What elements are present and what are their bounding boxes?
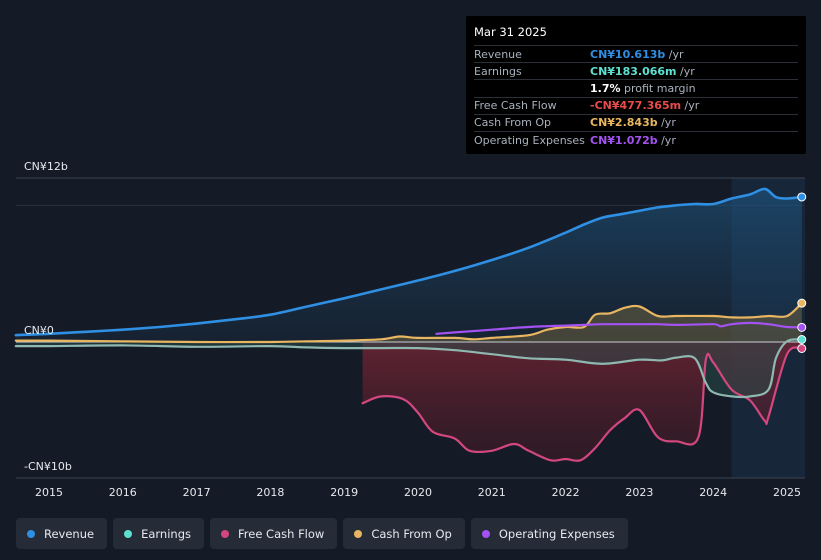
y-label-bottom: -CN¥10b	[24, 460, 72, 473]
tooltip-row: Cash From Op CN¥2.843b /yr	[474, 113, 798, 131]
series-line-earnings	[14, 338, 803, 399]
legend-item-revenue[interactable]: Revenue	[16, 518, 108, 549]
series-line-operating-expenses	[435, 321, 803, 335]
legend-label: Operating Expenses	[498, 526, 615, 541]
series-end-marker-operating-expenses	[797, 322, 807, 332]
x-tick-label: 2015	[35, 486, 63, 499]
tooltip-panel: Mar 31 2025 Revenue CN¥10.613b /yr Earning…	[466, 16, 806, 154]
legend-dot-icon	[481, 529, 490, 538]
series-end-marker-cash-from-op	[797, 298, 807, 308]
tooltip-row-unit: /yr	[676, 64, 695, 78]
tooltip-row-label: Operating Expenses	[474, 133, 585, 147]
legend: Revenue Earnings Free Cash Flow Cash From O…	[16, 518, 628, 549]
legend-item-earnings[interactable]: Earnings	[113, 518, 204, 549]
legend-item-free-cash-flow[interactable]: Free Cash Flow	[210, 518, 338, 549]
revenue-area	[15, 188, 802, 342]
tooltip-row-unit: /yr	[681, 99, 700, 113]
tooltip-row-label: Free Cash Flow	[474, 99, 557, 113]
legend-label: Free Cash Flow	[238, 526, 325, 541]
tooltip-row-unit: /yr	[665, 47, 684, 61]
tooltip-row: Revenue CN¥10.613b /yr	[474, 45, 798, 62]
legend-item-operating-expenses[interactable]: Operating Expenses	[470, 518, 628, 549]
legend-label: Earnings	[141, 526, 191, 541]
legend-dot-icon	[354, 529, 363, 538]
tooltip-row: 1.7% profit margin	[474, 79, 798, 96]
y-label-top: CN¥12b	[24, 160, 68, 173]
legend-label: Revenue	[44, 526, 95, 541]
tooltip-row-value: CN¥2.843b	[590, 116, 658, 130]
series-end-marker-earnings	[797, 334, 807, 344]
tooltip-row-value: -CN¥477.365m	[590, 99, 682, 113]
tooltip-row-value: 1.7%	[590, 81, 621, 95]
y-label-zero: CN¥0	[24, 324, 54, 337]
x-tick-label: 2023	[625, 486, 654, 499]
x-tick-label: 2021	[477, 486, 506, 499]
series-end-marker-revenue	[797, 192, 807, 202]
fcf-area	[362, 342, 802, 461]
legend-dot-icon	[27, 529, 35, 538]
x-tick-label: 2025	[773, 486, 801, 499]
legend-dot-icon	[124, 529, 133, 538]
series-line-revenue	[14, 187, 804, 337]
tooltip-row-label: Cash From Op	[474, 116, 552, 130]
tooltip-row-unit: /yr	[657, 133, 676, 147]
series-end-marker-free-cash-flow	[797, 343, 807, 353]
tooltip-row-unit: /yr	[657, 116, 676, 130]
tooltip-row-value: CN¥183.066m	[590, 64, 677, 78]
cfo-area	[15, 303, 802, 343]
tooltip-row: Operating Expenses CN¥1.072b /yr	[474, 130, 798, 148]
tooltip-row: Earnings CN¥183.066m /yr	[474, 62, 798, 79]
tooltip-row-value: CN¥1.072b	[590, 133, 658, 147]
tooltip-row: Free Cash Flow -CN¥477.365m /yr	[474, 96, 798, 114]
tooltip-row-unit: profit margin	[620, 81, 696, 95]
tooltip-row-value: CN¥10.613b	[590, 47, 666, 61]
legend-dot-icon	[221, 529, 229, 538]
legend-item-cash-from-op[interactable]: Cash From Op	[343, 518, 465, 549]
x-tick-label: 2022	[551, 486, 580, 499]
tooltip-row-label: Earnings	[474, 64, 522, 78]
x-tick-label: 2019	[330, 486, 359, 499]
x-tick-label: 2018	[256, 486, 285, 499]
series-line-cash-from-op	[14, 302, 803, 344]
x-tick-label: 2024	[699, 486, 728, 499]
x-tick-label: 2020	[404, 486, 432, 499]
tooltip-date: Mar 31 2025	[474, 25, 547, 39]
tooltip-row-label: Revenue	[474, 47, 522, 61]
x-tick-label: 2017	[182, 486, 211, 499]
x-tick-label: 2016	[108, 486, 137, 499]
earnings-area	[15, 339, 802, 398]
legend-label: Cash From Op	[371, 526, 452, 541]
